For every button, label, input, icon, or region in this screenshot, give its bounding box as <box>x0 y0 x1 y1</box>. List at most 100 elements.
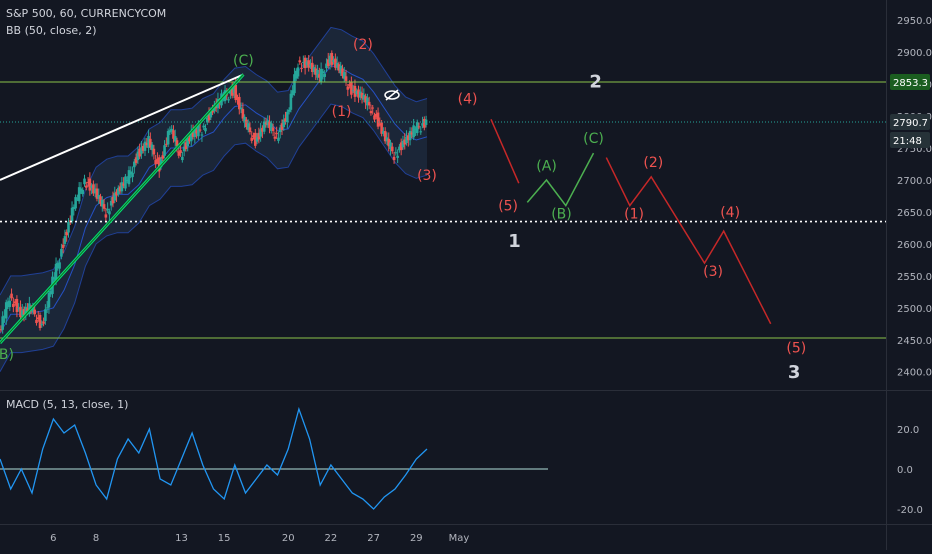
price-tick-label: 2450.0 <box>897 336 932 347</box>
price-tick-label: 2750.0 <box>897 144 932 155</box>
candle-body <box>378 123 382 125</box>
candle-body <box>277 137 280 141</box>
candle-body <box>328 55 332 64</box>
candle-body <box>8 300 12 308</box>
candle-body <box>26 308 29 312</box>
candle-body <box>42 321 45 324</box>
candle-body <box>20 310 24 316</box>
candle-body <box>241 108 245 119</box>
candle-body <box>173 136 177 142</box>
bollinger-upper-line <box>0 26 428 296</box>
macd-tick-label: 20.0 <box>897 425 919 436</box>
candle-body <box>100 199 104 207</box>
candle-body <box>298 60 302 63</box>
candle-body <box>257 132 261 140</box>
candle-body <box>186 138 189 147</box>
candle-body <box>412 125 415 138</box>
time-tick-label: 15 <box>218 533 231 544</box>
candle-body <box>54 263 58 281</box>
candle-body <box>403 139 407 145</box>
candle-body <box>52 277 56 280</box>
candle-body <box>124 176 127 189</box>
time-tick-label: 13 <box>175 533 188 544</box>
candle-body <box>410 132 414 135</box>
price-tick-label: 2500.0 <box>897 304 932 315</box>
candle-body <box>175 140 179 146</box>
candle-body <box>239 107 243 110</box>
candle-body <box>131 172 134 178</box>
candle-body <box>268 121 271 129</box>
candle-body <box>15 299 19 313</box>
candle-body <box>1 316 4 330</box>
candle-body <box>195 130 198 134</box>
wave-label: (3) <box>417 168 437 184</box>
candle-body <box>92 184 95 194</box>
candle-body <box>49 291 53 295</box>
wave-label: (2) <box>643 155 663 171</box>
candle-body <box>60 248 63 257</box>
wave-label: 3 <box>788 362 801 383</box>
candle-body <box>172 130 175 139</box>
candle-body <box>273 136 277 139</box>
candle-body <box>179 150 182 154</box>
candle-body <box>202 125 206 128</box>
candle-body <box>188 137 191 142</box>
wave-label: (4) <box>458 91 478 107</box>
candle-body <box>255 137 259 142</box>
candle-body <box>117 187 120 195</box>
wave-label: (1) <box>624 206 644 222</box>
candle-body <box>65 231 69 236</box>
candle-body <box>141 145 145 151</box>
candle-body <box>401 140 405 148</box>
candle-body <box>83 178 86 185</box>
bb-indicator-label: BB (50, close, 2) <box>6 24 97 37</box>
candle-body <box>113 193 117 201</box>
wave-path-red <box>605 157 772 325</box>
candle-body <box>40 324 44 326</box>
candle-body <box>237 96 241 110</box>
candle-body <box>111 196 115 204</box>
candle-body <box>45 307 49 309</box>
candle-body <box>390 146 394 152</box>
candle-body <box>380 122 383 134</box>
price-tick-label: 2900.0 <box>897 48 932 59</box>
candle-body <box>145 143 149 146</box>
candle-body <box>86 182 90 184</box>
candle-body <box>399 142 403 151</box>
wave-label: 2 <box>589 71 602 92</box>
candle-body <box>348 84 351 86</box>
candle-body <box>152 148 156 155</box>
candle-body <box>72 206 76 210</box>
candle-body <box>95 188 99 199</box>
candle-body <box>229 91 232 94</box>
candle-body <box>204 128 207 132</box>
candle-body <box>280 123 284 130</box>
price-badge-text: 2853.3 <box>893 78 928 89</box>
candle-body <box>246 123 250 130</box>
price-tick-label: 2700.0 <box>897 176 932 187</box>
candle-body <box>149 138 152 148</box>
candle-body <box>282 119 286 128</box>
candle-body <box>334 58 337 68</box>
candle-body <box>10 293 13 299</box>
time-tick-label: 29 <box>410 533 423 544</box>
candle-body <box>134 157 138 163</box>
price-tick-label: 2600.0 <box>897 240 932 251</box>
candle-body <box>318 74 321 78</box>
candle-body <box>35 319 38 324</box>
candle-body <box>396 155 399 158</box>
candle-body <box>90 185 93 188</box>
candle-body <box>325 63 328 69</box>
wave-label: B) <box>0 347 14 363</box>
candle-body <box>296 67 300 77</box>
candle-body <box>17 308 20 310</box>
candle-body <box>207 113 211 121</box>
bollinger-basis-line <box>0 65 428 334</box>
candle-body <box>76 198 79 200</box>
time-tick-label: 6 <box>50 533 56 544</box>
candle-body <box>419 131 423 133</box>
price-tick-label: 2650.0 <box>897 208 932 219</box>
candle-body <box>22 308 26 315</box>
wave-label: 1 <box>508 231 521 252</box>
candle-body <box>77 187 81 202</box>
